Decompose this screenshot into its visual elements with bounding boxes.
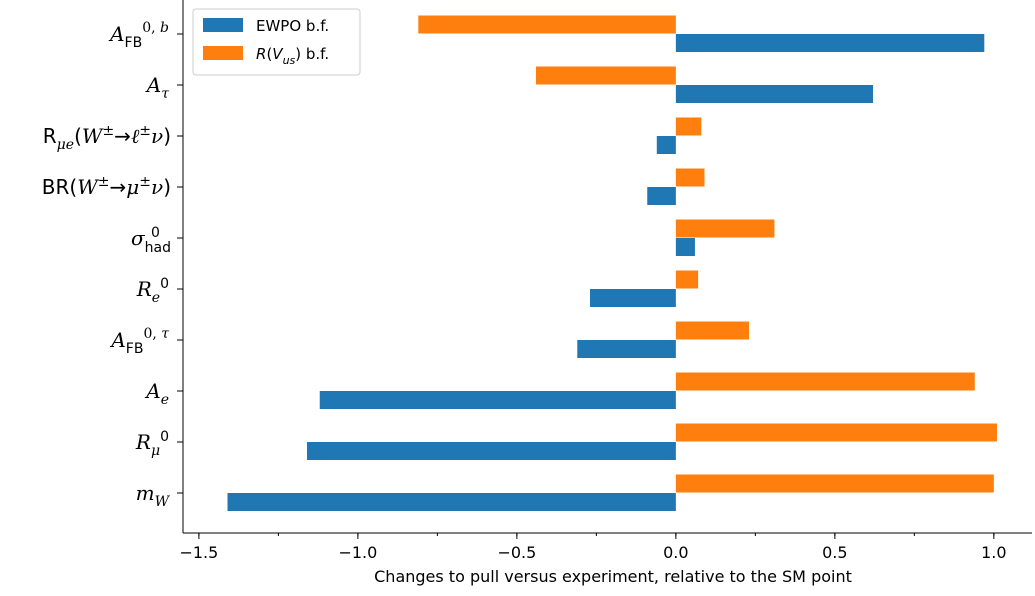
y-tick-label: Rμ0 [135,429,171,459]
bar-rvus-6 [675,321,749,340]
bar-ewpo-2 [656,136,676,154]
bar-rvus-7 [675,372,975,391]
x-tick-label: 0.0 [663,543,688,562]
axes-frame [182,0,1032,534]
y-tick-label: AFB0, τ [109,326,171,357]
bar-ewpo-6 [577,340,676,358]
bar-ewpo-8 [307,442,676,460]
bar-ewpo-4 [675,238,695,256]
y-tick-label: Rμe(W±→ℓ±ν) [43,123,171,153]
bar-rvus-8 [675,423,998,442]
y-tick-label: Re0 [136,276,171,306]
legend-label-rvus: R(Vus) b.f. [256,45,329,67]
legend-swatch-rvus [203,46,243,60]
x-axis-label: Changes to pull versus experiment, relat… [374,567,852,586]
y-tick-label: σhad0 [131,225,171,256]
bar-ewpo-3 [647,187,676,205]
bar-ewpo-9 [227,493,676,511]
bar-ewpo-1 [675,85,874,103]
x-tick-label: −0.5 [497,543,536,562]
x-ticks-group: −1.5 −1.0 −0.5 0.0 0.5 1.0 [179,533,1007,562]
y-tick-label: Aτ [145,73,171,102]
legend-swatch-ewpo [203,18,243,32]
bar-rvus-0 [418,15,676,34]
legend-label-ewpo: EWPO b.f. [256,17,329,35]
x-tick-label: −1.0 [338,543,377,562]
bar-ewpo-7 [319,391,676,409]
bar-rvus-2 [675,117,702,136]
bar-rvus-5 [675,270,699,289]
y-tick-label: BR(W±→μ±ν) [42,174,171,199]
y-ticks-group: AFB0, b Aτ Rμe(W±→ℓ±ν) BR(W±→μ±ν) σhad0 Re… [42,20,183,510]
bar-rvus-4 [675,219,775,238]
x-tick-label: 0.5 [822,543,847,562]
bar-ewpo-5 [590,289,676,307]
legend: EWPO b.f. R(Vus) b.f. [192,8,361,76]
bar-rvus-9 [675,474,994,493]
x-tick-label: −1.5 [179,543,218,562]
bars-group [227,15,998,511]
bar-rvus-3 [675,168,705,187]
y-tick-label: AFB0, b [108,20,171,51]
y-tick-label: Ae [144,379,171,408]
bar-rvus-1 [535,66,676,85]
y-tick-label: mW [136,481,171,510]
x-tick-label: 1.0 [981,543,1006,562]
bar-ewpo-0 [675,34,985,52]
